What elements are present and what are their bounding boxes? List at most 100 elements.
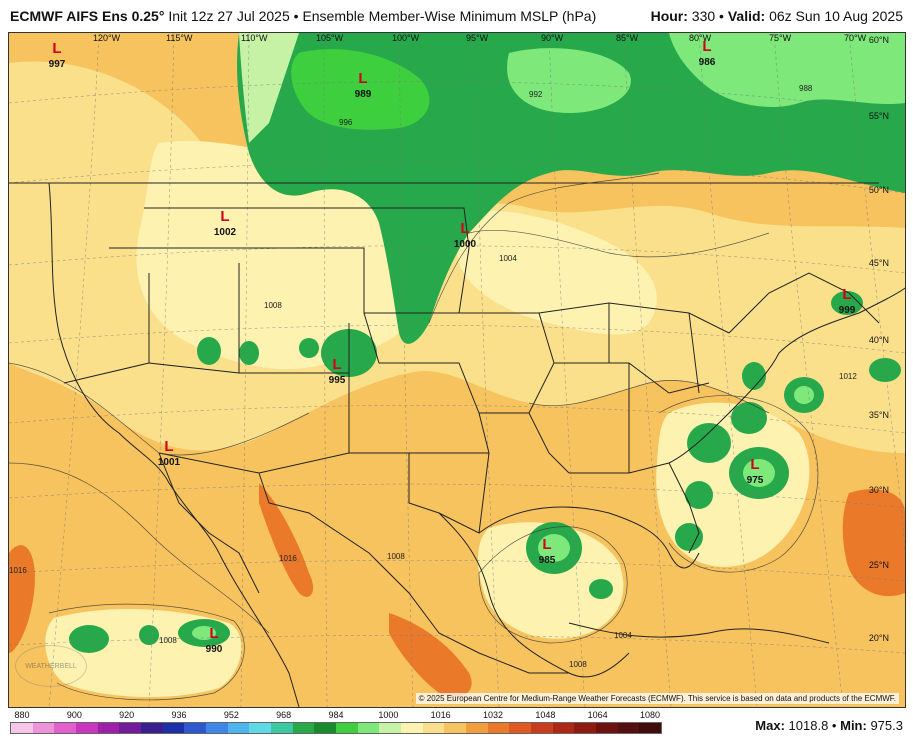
low-value: 986 bbox=[699, 57, 716, 68]
colorbar-swatch bbox=[206, 723, 228, 733]
colorbar-tick: 968 bbox=[276, 710, 292, 720]
isobar-label: 1008 bbox=[569, 660, 587, 669]
field-name: Ensemble Member-Wise Minimum MSLP (hPa) bbox=[302, 8, 597, 24]
low-value: 1002 bbox=[214, 227, 237, 238]
colorbar-swatch bbox=[249, 723, 272, 733]
colorbar-swatch bbox=[162, 723, 185, 733]
isobar-label: 1016 bbox=[279, 554, 297, 563]
colorbar-tick: 936 bbox=[171, 710, 187, 720]
low-value: 985 bbox=[539, 555, 556, 566]
max-label: Max: bbox=[755, 718, 785, 733]
longitude-label: 105°W bbox=[316, 33, 344, 43]
colorbar-tick: 1000 bbox=[378, 710, 399, 720]
weatherbell-logo: WEATHERBELL bbox=[15, 645, 87, 687]
latitude-label: 55°N bbox=[869, 111, 889, 121]
storm-cells bbox=[69, 291, 901, 653]
latitude-label: 60°N bbox=[869, 35, 889, 45]
coastlines bbox=[48, 182, 905, 707]
low-pressure-center: L 1001 bbox=[158, 438, 181, 468]
colorbar-swatches bbox=[10, 722, 662, 734]
low-symbol: L bbox=[542, 536, 551, 553]
low-pressure-center: L 985 bbox=[539, 536, 556, 566]
pressure-map: 120°W 115°W 110°W 105°W 100°W 95°W 90°W 85°W 80°… bbox=[8, 32, 906, 708]
latitude-label: 30°N bbox=[869, 485, 889, 495]
isobar-label: 1008 bbox=[159, 636, 177, 645]
max-value: 1018.8 bbox=[788, 718, 829, 733]
colorbar: 880 900 920 936 952 968 984 1000 1016 1032 1048 106… bbox=[10, 708, 662, 734]
low-symbol: L bbox=[750, 456, 759, 473]
colorbar-swatch bbox=[184, 723, 207, 733]
model-name: ECMWF AIFS Ens 0.25° bbox=[10, 8, 165, 24]
colorbar-tick: 900 bbox=[66, 710, 82, 720]
min-value: 975.3 bbox=[870, 718, 903, 733]
colorbar-tick: 1080 bbox=[639, 710, 661, 720]
colorbar-swatch bbox=[509, 723, 532, 733]
low-symbol: L bbox=[164, 438, 173, 455]
low-value: 975 bbox=[747, 475, 764, 486]
low-value: 990 bbox=[206, 644, 223, 655]
low-symbol: L bbox=[332, 356, 341, 373]
low-symbol: L bbox=[702, 38, 711, 55]
low-pressure-center: L 975 bbox=[747, 456, 764, 486]
separator: • bbox=[293, 8, 299, 24]
colorbar-tick: 880 bbox=[14, 710, 30, 720]
graticule bbox=[9, 33, 905, 707]
colorbar-tick: 1064 bbox=[587, 710, 608, 720]
colorbar-swatch bbox=[639, 723, 662, 733]
colorbar-swatch bbox=[119, 723, 142, 733]
colorbar-swatch bbox=[357, 723, 380, 733]
colorbar-swatch bbox=[76, 723, 98, 733]
colorbar-swatch bbox=[531, 723, 553, 733]
colorbar-swatch bbox=[336, 723, 358, 733]
isobar-label: 992 bbox=[529, 90, 543, 99]
contour-fill-1000 bbox=[239, 33, 299, 143]
colorbar-swatch bbox=[617, 723, 640, 733]
low-symbol: L bbox=[842, 286, 851, 303]
isobar-label: 1004 bbox=[499, 254, 517, 263]
low-symbol: L bbox=[209, 625, 218, 642]
low-value: 989 bbox=[355, 89, 372, 100]
isobar-label: 1008 bbox=[387, 552, 405, 561]
isobar-label: 996 bbox=[339, 118, 353, 127]
valid-time-box: Hour: 330 • Valid: 06z Sun 10 Aug 2025 bbox=[651, 8, 903, 24]
low-pressure-center: L 995 bbox=[329, 356, 346, 386]
colorbar-tick: 1032 bbox=[482, 710, 504, 720]
contour-fill-992 bbox=[291, 49, 430, 130]
hour-label: Hour: bbox=[650, 8, 688, 24]
low-value: 999 bbox=[839, 305, 856, 316]
map-canvas: 120°W 115°W 110°W 105°W 100°W 95°W 90°W 85°W 80°… bbox=[9, 33, 905, 707]
low-pressure-center: L 1000 bbox=[454, 220, 477, 250]
colorbar-swatch bbox=[292, 723, 315, 733]
low-value: 997 bbox=[49, 59, 66, 70]
latitude-label: 40°N bbox=[869, 335, 889, 345]
colorbar-swatch bbox=[54, 723, 77, 733]
credit-line: © 2025 European Centre for Medium-Range … bbox=[415, 693, 899, 704]
colorbar-swatch bbox=[422, 723, 445, 733]
isobar-label: 1016 bbox=[9, 566, 27, 575]
longitude-label: 95°W bbox=[466, 33, 489, 43]
colorbar-swatch bbox=[401, 723, 423, 733]
colorbar-swatch bbox=[141, 723, 163, 733]
isobar-label: 1008 bbox=[264, 301, 282, 310]
longitude-label: 115°W bbox=[166, 33, 193, 43]
low-pressure-center: L 997 bbox=[49, 40, 66, 70]
colorbar-swatch bbox=[32, 723, 55, 733]
latitude-label: 35°N bbox=[869, 410, 889, 420]
low-value: 1001 bbox=[158, 457, 181, 468]
contour-fill-1016 bbox=[389, 613, 472, 697]
contour-fill-992 bbox=[507, 48, 631, 113]
colorbar-swatch bbox=[444, 723, 467, 733]
longitude-label: 70°W bbox=[844, 33, 867, 43]
min-max-stats: Max: 1018.8 • Min: 975.3 bbox=[755, 718, 903, 733]
low-pressure-center: L 990 bbox=[206, 625, 223, 655]
init-time: Init 12z 27 Jul 2025 bbox=[168, 8, 290, 24]
low-pressure-center: L 999 bbox=[839, 286, 856, 316]
longitude-label: 80°W bbox=[689, 33, 712, 43]
colorbar-tick: 984 bbox=[328, 710, 344, 720]
valid-label: Valid: bbox=[727, 8, 766, 24]
contour-fill-1004 bbox=[477, 522, 624, 639]
map-title: ECMWF AIFS Ens 0.25° Init 12z 27 Jul 202… bbox=[10, 8, 596, 24]
min-label: Min: bbox=[840, 718, 867, 733]
colorbar-swatch bbox=[487, 723, 510, 733]
colorbar-swatch bbox=[466, 723, 488, 733]
